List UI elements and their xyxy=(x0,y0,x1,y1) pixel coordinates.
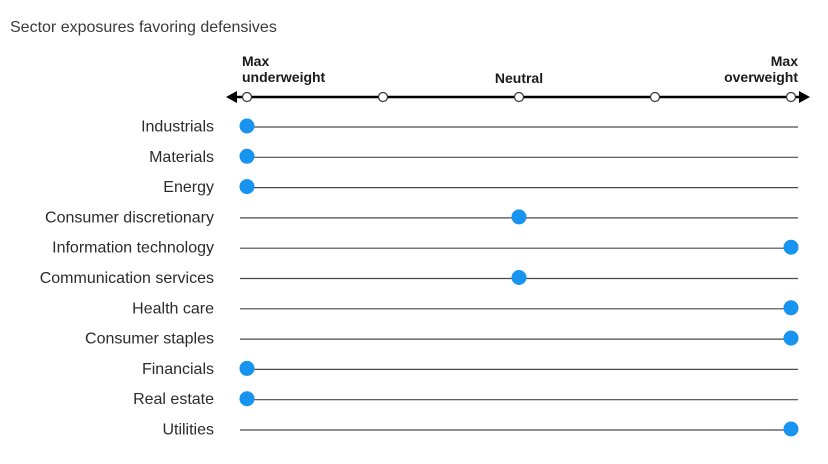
sector-label: Real estate xyxy=(133,391,214,408)
sector-label: Energy xyxy=(163,179,214,196)
sector-row: Energy xyxy=(163,179,798,196)
scale-label-min-line: Max xyxy=(242,53,269,69)
axis-arrow-right xyxy=(799,91,810,103)
sector-position-marker xyxy=(783,421,799,437)
sector-position-marker xyxy=(511,209,527,225)
sector-row: Real estate xyxy=(133,391,798,408)
sector-row: Consumer discretionary xyxy=(45,209,798,226)
scale-label-mid-line: Neutral xyxy=(495,70,543,86)
sector-row: Financials xyxy=(142,360,798,378)
sector-label: Consumer staples xyxy=(85,331,214,348)
scale-label-min-line: underweight xyxy=(242,69,326,85)
exposure-axis xyxy=(226,91,810,103)
chart-title: Sector exposures favoring defensives xyxy=(10,19,277,36)
scale-label-min: Max underweight xyxy=(242,53,326,85)
scale-label-max: Max overweight xyxy=(724,53,798,85)
sector-position-marker xyxy=(239,148,255,164)
sector-position-marker xyxy=(239,391,255,407)
sector-label: Consumer discretionary xyxy=(45,209,214,226)
scale-label-max-line: Max xyxy=(771,53,798,69)
sector-label: Utilities xyxy=(162,422,214,439)
axis-tick-marker xyxy=(513,91,525,103)
axis-arrow-left xyxy=(226,91,237,103)
sector-position-marker xyxy=(783,330,799,346)
sector-position-marker xyxy=(239,118,255,134)
axis-tick-marker xyxy=(785,91,797,103)
axis-tick-marker xyxy=(377,91,389,103)
sector-position-marker xyxy=(783,239,799,255)
sector-row: Communication services xyxy=(40,270,798,287)
sector-label: Financials xyxy=(142,361,214,378)
sector-row: Information technology xyxy=(52,239,799,257)
sector-position-marker xyxy=(239,179,255,195)
sector-label: Health care xyxy=(132,300,214,317)
sector-row: Industrials xyxy=(141,118,798,136)
scale-label-mid: Neutral xyxy=(495,70,543,86)
sector-label: Information technology xyxy=(52,240,214,257)
sector-rows: Industrials Materials Energy Consumer discr… xyxy=(40,118,799,439)
axis-tick-marker xyxy=(241,91,253,103)
sector-position-marker xyxy=(783,300,799,316)
scale-label-max-line: overweight xyxy=(724,69,798,85)
sector-label: Industrials xyxy=(141,119,214,136)
sector-label: Materials xyxy=(149,149,214,166)
sector-row: Utilities xyxy=(162,421,799,439)
sector-row: Health care xyxy=(132,300,799,317)
sector-label: Communication services xyxy=(40,270,214,287)
sector-position-marker xyxy=(511,270,527,285)
axis-tick-marker xyxy=(649,91,661,103)
sector-position-marker xyxy=(239,360,255,376)
sector-row: Consumer staples xyxy=(85,330,799,348)
sector-row: Materials xyxy=(149,148,798,166)
